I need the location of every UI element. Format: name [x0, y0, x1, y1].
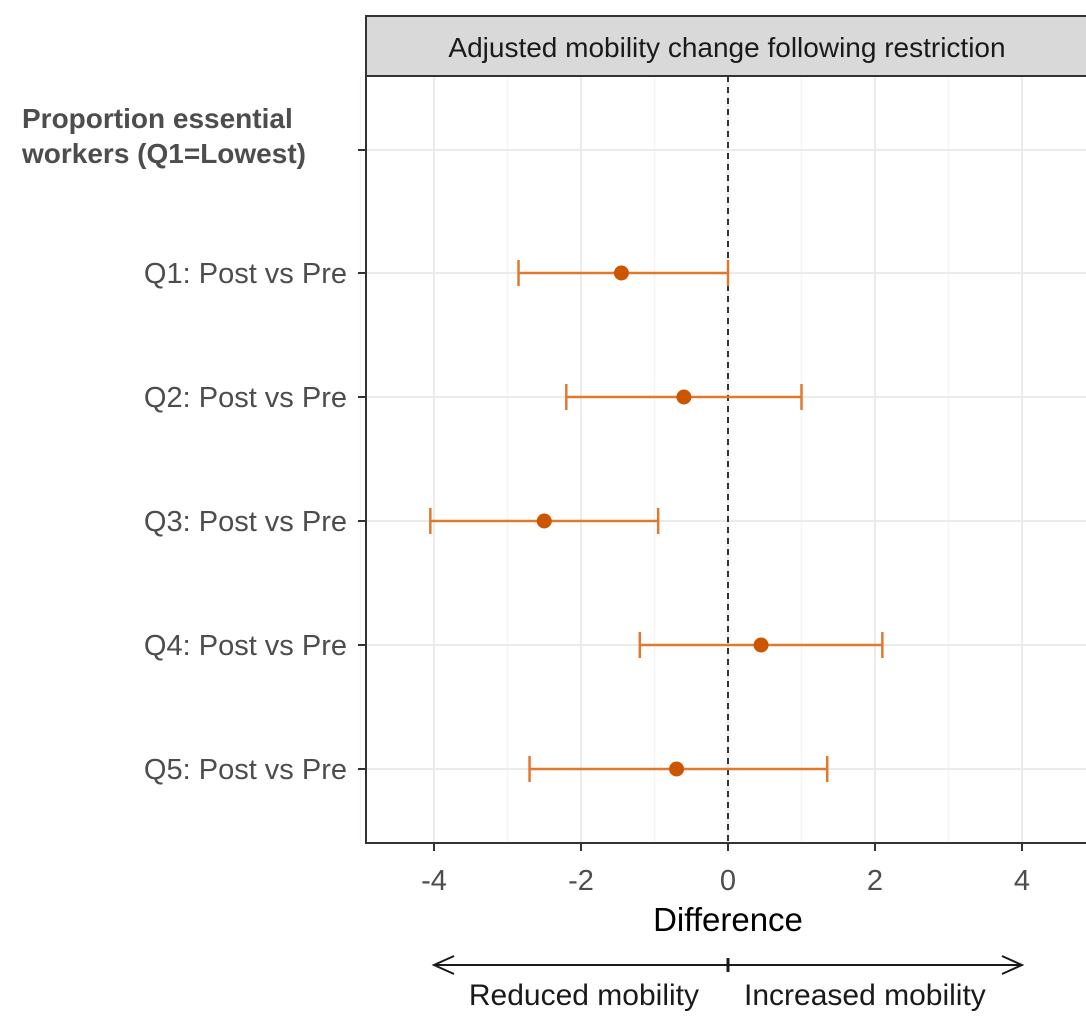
x-tick-label: 2 [867, 865, 883, 897]
y-axis: Proportion essential workers (Q1=Lowest) Q… [21, 103, 366, 786]
x-tick-label: -2 [568, 865, 594, 897]
gridlines [361, 76, 1086, 843]
facet-title: Adjusted mobility change following restr… [448, 32, 1005, 63]
y-tick-label: Q5: Post vs Pre [144, 754, 347, 786]
group-heading-line-1: Proportion essential [22, 103, 293, 134]
group-heading-line-2: workers (Q1=Lowest) [21, 138, 306, 169]
x-tick-label: -4 [421, 865, 447, 897]
x-axis: -4 -2 0 2 4 [421, 843, 1030, 897]
direction-indicator: Reduced mobility Increased mobility [434, 956, 1022, 1012]
y-tick-label: Q2: Post vs Pre [144, 382, 347, 414]
point-estimate [537, 514, 552, 529]
reduced-mobility-label: Reduced mobility [469, 979, 699, 1012]
y-tick-label: Q4: Post vs Pre [144, 630, 347, 662]
y-tick-label: Q1: Post vs Pre [144, 258, 347, 290]
x-tick-label: 0 [720, 865, 736, 897]
point-estimate [754, 638, 769, 653]
x-axis-title: Difference [653, 901, 803, 938]
y-tick-label: Q3: Post vs Pre [144, 506, 347, 538]
plot-panel-background [366, 76, 1086, 843]
point-estimate [669, 762, 684, 777]
point-estimate [676, 390, 691, 405]
increased-mobility-label: Increased mobility [744, 979, 986, 1012]
point-estimate [614, 266, 629, 281]
x-tick-label: 4 [1014, 865, 1030, 897]
